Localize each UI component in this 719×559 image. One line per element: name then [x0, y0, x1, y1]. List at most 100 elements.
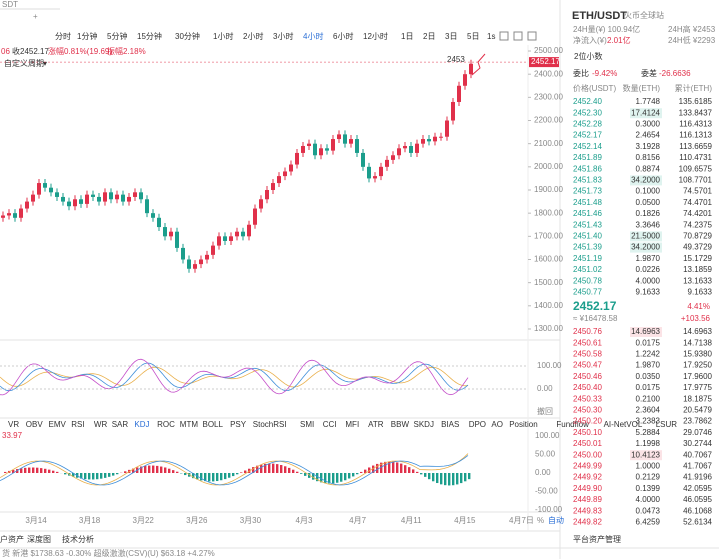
indicator-tab[interactable]: PSY [230, 420, 247, 429]
custom-period[interactable]: 自定义周期 [4, 58, 44, 68]
indicator-tab[interactable]: ATR [368, 420, 384, 429]
macd-bar [344, 473, 347, 481]
axis-control[interactable]: 4月7日 [509, 516, 534, 525]
dropdown[interactable]: ▾ [43, 59, 47, 68]
indicator-tab[interactable]: VR [8, 420, 19, 429]
book-qty: 1.0000 [636, 462, 661, 471]
indicator-tab[interactable]: CCI [323, 420, 337, 429]
candle [223, 236, 227, 241]
book-total: 29.0746 [683, 428, 712, 437]
book-total: 14.6963 [683, 327, 712, 336]
indicator-tab[interactable]: LSUR [656, 420, 678, 429]
book-qty: 1.1998 [636, 439, 661, 448]
indicator-tab[interactable]: OBV [26, 420, 44, 429]
period-tab[interactable]: 12小时 [363, 31, 388, 41]
indicator-tab[interactable]: WR [94, 420, 108, 429]
period-tab[interactable]: 3日 [445, 32, 457, 41]
indicator-tab[interactable]: AI-NetVOL [604, 420, 643, 429]
indicator-tab[interactable]: ROC [157, 420, 175, 429]
book-qty: 1.9870 [636, 254, 661, 263]
candle [91, 194, 95, 197]
axis-control[interactable]: % [537, 516, 544, 525]
period-tab[interactable]: 1分钟 [77, 31, 97, 41]
book-qty: 2.4654 [636, 131, 661, 140]
indicator-tab[interactable]: SMI [300, 420, 314, 429]
add-tab[interactable]: + [33, 12, 38, 21]
indicator-tab[interactable]: Position [509, 420, 537, 429]
period-tab[interactable]: 1日 [401, 32, 413, 41]
axis-control[interactable]: 自动 [548, 515, 564, 525]
last-price-tag [529, 57, 559, 68]
macd-bar [308, 473, 311, 478]
last-price: 2452.17 [573, 299, 617, 313]
indicator-tab[interactable]: BBW [391, 420, 410, 429]
candle [313, 143, 317, 156]
period-tab[interactable]: 1小时 [213, 31, 233, 41]
book-price: 2449.90 [573, 484, 602, 493]
period-tab[interactable]: 5日 [467, 32, 479, 41]
indicator-tab[interactable]: BOLL [203, 420, 224, 429]
symbol-tab[interactable]: SDT [2, 0, 18, 9]
book-qty: 2.3604 [636, 406, 661, 415]
macd-bar [304, 473, 307, 476]
period-tab[interactable]: 4小时 [303, 31, 323, 41]
book-price: 2451.83 [573, 176, 602, 185]
period-tab[interactable]: 15分钟 [137, 31, 162, 41]
macd-bar [24, 467, 27, 473]
period-tab[interactable]: 6小时 [333, 31, 353, 41]
macd-bar [124, 471, 127, 473]
macd-bar [252, 467, 255, 473]
icon[interactable] [527, 31, 537, 41]
macd-bar [116, 473, 119, 475]
indicator-tab[interactable]: SAR [112, 420, 129, 429]
macd-bar [40, 468, 43, 473]
bottom-tab[interactable]: 户资产 [0, 534, 24, 544]
date-label: 4月3 [296, 516, 313, 525]
candle [127, 196, 131, 202]
macd-bar [56, 471, 59, 473]
period-tab[interactable]: 30分钟 [175, 31, 200, 41]
date-label: 4月11 [401, 516, 422, 525]
candle [265, 190, 269, 200]
period-tab[interactable]: 3小时 [273, 31, 293, 41]
period-tab[interactable]: 5分钟 [107, 31, 127, 41]
candle [49, 187, 53, 193]
book-total: 70.8729 [683, 232, 712, 241]
book-qty: 0.3000 [636, 120, 661, 129]
asset-mgmt[interactable]: 平台资产管理 [573, 534, 621, 544]
refresh[interactable]: 1s [487, 32, 495, 41]
candle [325, 148, 329, 151]
book-total: 14.7138 [683, 338, 712, 347]
candle [385, 159, 389, 167]
candle [217, 236, 221, 246]
indicator-tab[interactable]: MTM [180, 420, 199, 429]
icon[interactable] [513, 31, 523, 41]
bottom-tab[interactable]: 深度图 [27, 534, 51, 544]
indicator-tab[interactable]: DPO [469, 420, 486, 429]
decimals[interactable]: 2位小数 [574, 51, 602, 61]
indicator-tab[interactable]: MFI [345, 420, 359, 429]
indicator-tab[interactable]: KDJ [134, 420, 149, 429]
y-tick-label: 2500.00 [534, 46, 563, 55]
period-tab[interactable]: 2小时 [243, 31, 263, 41]
candle [1, 215, 5, 218]
indicator-tab[interactable]: Fundflow [556, 420, 589, 429]
depth-highlight [630, 108, 662, 119]
icon[interactable] [499, 31, 509, 41]
y-tick-label: 2000.00 [534, 162, 563, 171]
indicator-tab[interactable]: RSI [71, 420, 84, 429]
indicator-tab[interactable]: SKDJ [414, 420, 434, 429]
macd-bar [380, 462, 383, 473]
macd-bar [448, 473, 451, 486]
indicator-tab[interactable]: BIAS [441, 420, 459, 429]
macd-bar [88, 473, 91, 480]
bottom-tab[interactable]: 技术分析 [62, 534, 94, 544]
book-total: 20.5479 [683, 406, 712, 415]
period-tab[interactable]: 分时 [55, 31, 71, 41]
period-tab[interactable]: 2日 [423, 32, 435, 41]
candle [193, 264, 197, 269]
indicator-tab[interactable]: AO [491, 420, 503, 429]
macd-bar [160, 466, 163, 473]
indicator-tab[interactable]: StochRSI [253, 420, 287, 429]
indicator-tab[interactable]: EMV [49, 420, 67, 429]
